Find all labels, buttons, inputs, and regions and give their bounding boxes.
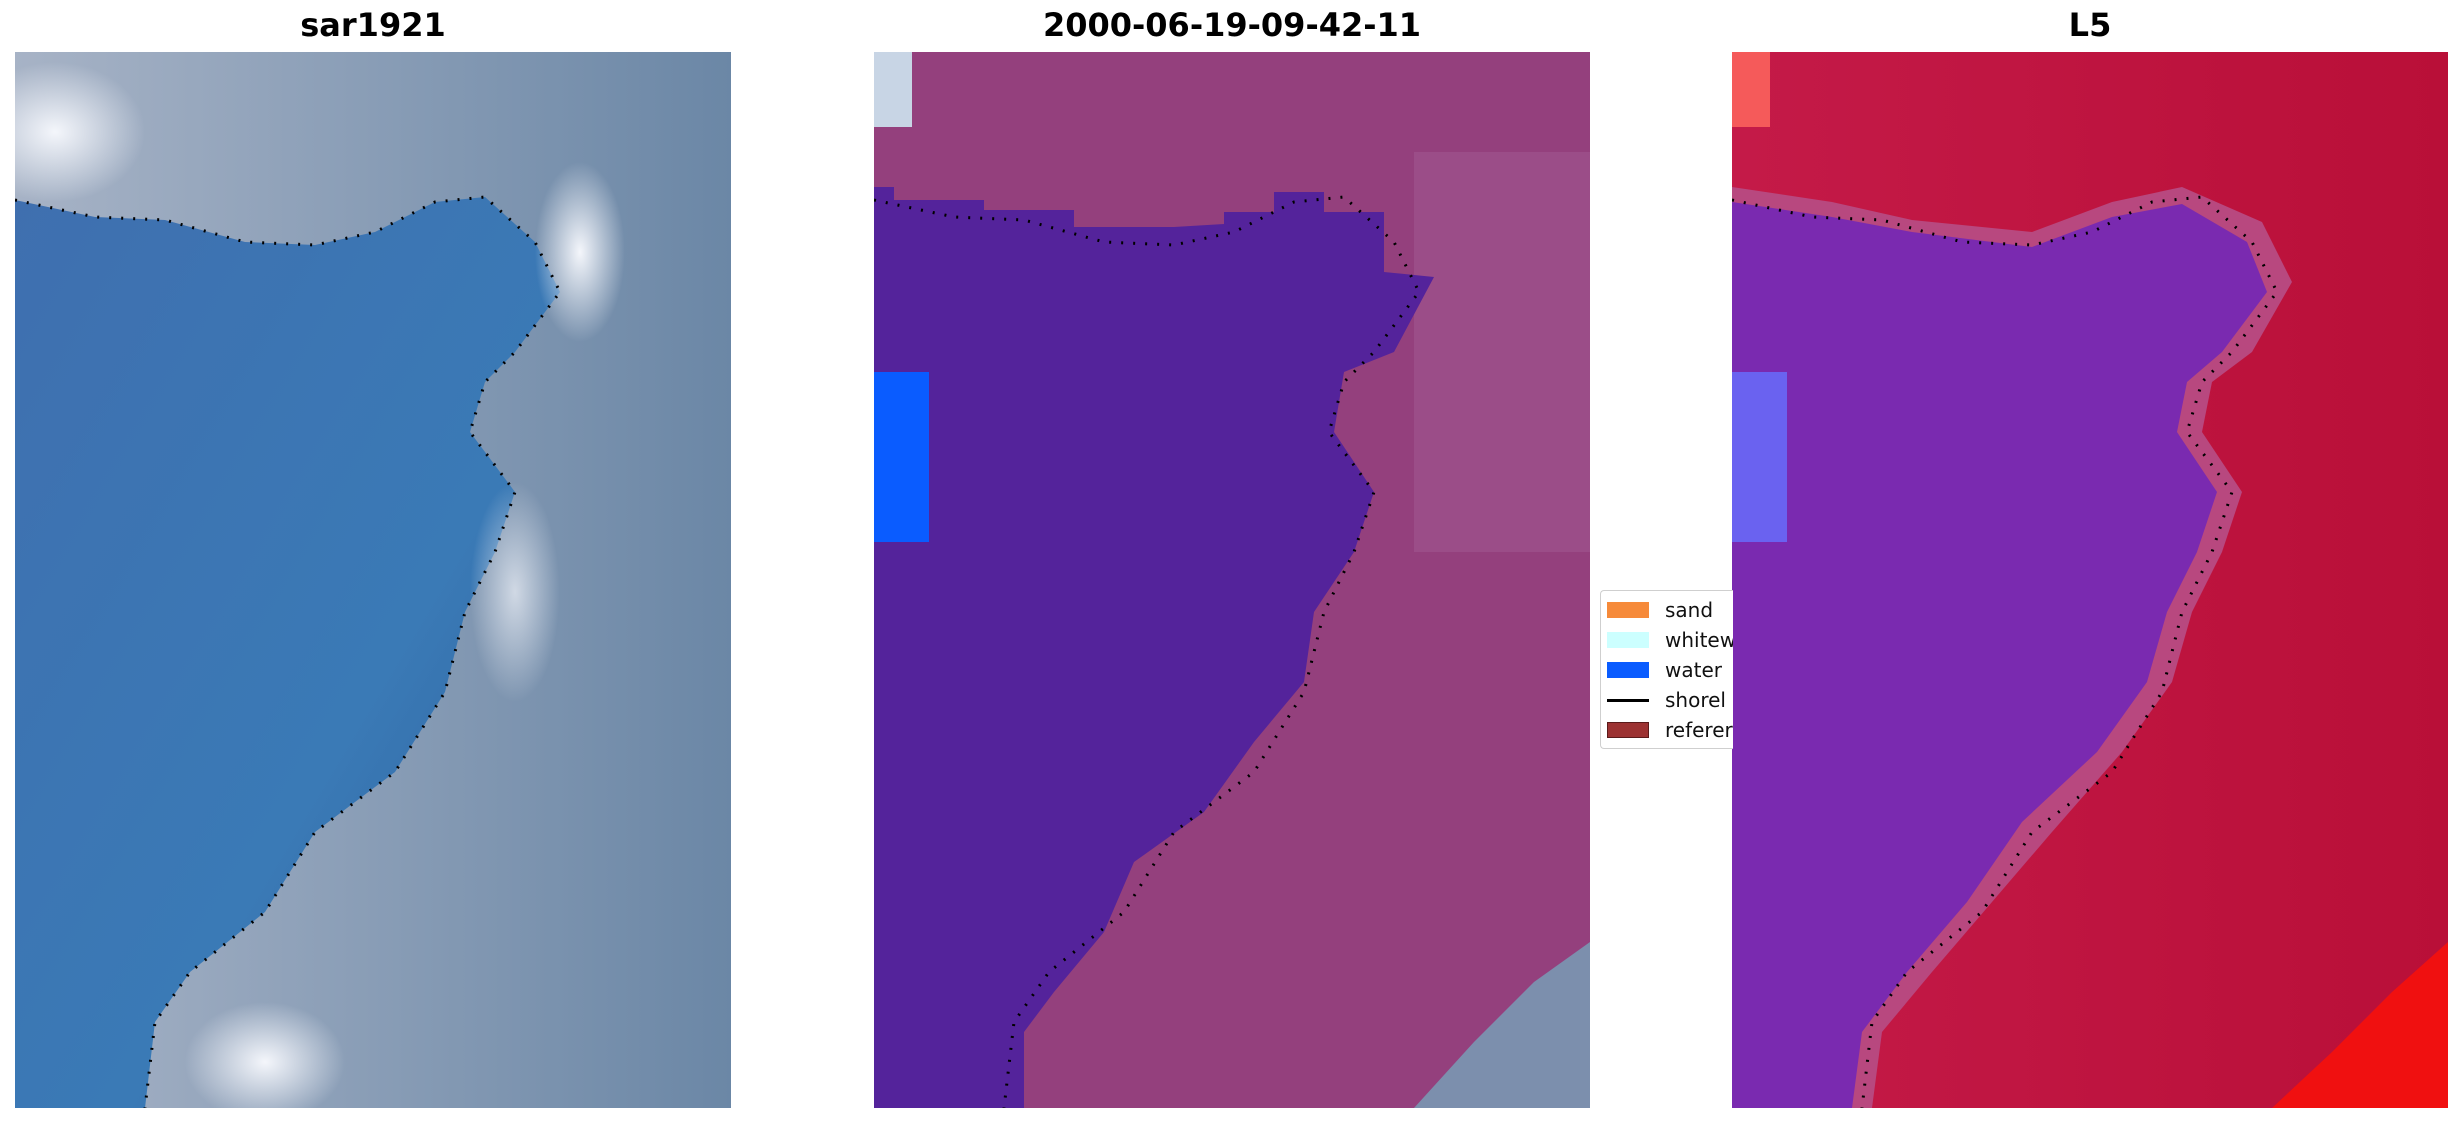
legend-item-shoreline: shorel bbox=[1607, 688, 1733, 712]
legend-swatch bbox=[1607, 662, 1649, 678]
legend-item-sand: sand bbox=[1607, 598, 1733, 622]
legend-line-swatch bbox=[1607, 698, 1649, 702]
legend-label: sand bbox=[1665, 598, 1714, 622]
panel-title: sar1921 bbox=[300, 6, 446, 44]
legend: sand whitew water shorel referer bbox=[1600, 590, 1733, 749]
legend-item-water: water bbox=[1607, 658, 1733, 682]
legend-swatch bbox=[1607, 632, 1649, 648]
legend-label: water bbox=[1665, 658, 1722, 682]
classification-map bbox=[874, 52, 1590, 1108]
legend-label: shorel bbox=[1665, 688, 1726, 712]
legend-swatch bbox=[1607, 602, 1649, 618]
legend-label: referer bbox=[1665, 718, 1733, 742]
legend-item-reference: referer bbox=[1607, 718, 1733, 742]
panel-title: 2000-06-19-09-42-11 bbox=[1042, 6, 1422, 44]
probability-heatmap bbox=[1732, 52, 2448, 1108]
legend-item-whitewater: whitew bbox=[1607, 628, 1733, 652]
satellite-rgb-image bbox=[15, 52, 731, 1108]
panel-rgb-image: sar1921 bbox=[15, 0, 731, 1121]
legend-label: whitew bbox=[1665, 628, 1733, 652]
legend-swatch bbox=[1607, 722, 1649, 738]
panel-heatmap: L5 bbox=[1732, 0, 2448, 1121]
panel-title: L5 bbox=[2068, 6, 2112, 44]
panel-classification: 2000-06-19-09-42-11 bbox=[874, 0, 1590, 1121]
